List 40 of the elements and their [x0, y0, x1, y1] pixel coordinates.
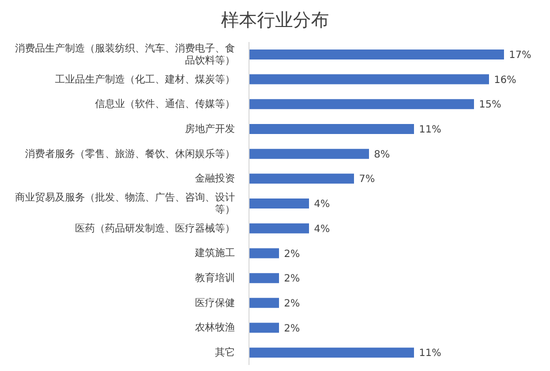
data-label: 15% [479, 100, 502, 111]
y-tick-label: 农林牧渔 [195, 321, 235, 334]
data-label: 8% [374, 149, 390, 160]
data-label: 11% [419, 124, 442, 136]
y-tick-label: 医疗保健 [195, 296, 235, 308]
data-label: 11% [419, 348, 442, 360]
data-label: 4% [314, 224, 330, 235]
bar [249, 49, 504, 60]
data-label: 7% [359, 174, 375, 186]
bar [249, 124, 414, 134]
y-tick-label: 消费者服务（零售、旅游、餐饮、休闲娱乐等） [25, 147, 235, 160]
bar [249, 298, 279, 308]
data-label: 2% [284, 248, 300, 260]
y-tick-label: 消费品生产制造（服装纺织、汽车、消费电子、食品饮料等） [15, 42, 235, 66]
bar [249, 198, 309, 209]
bar [249, 273, 279, 284]
data-label: 4% [314, 199, 330, 210]
data-label: 2% [284, 323, 300, 334]
y-tick-label: 医药（药品研发制造、医疗器械等） [75, 222, 235, 234]
bar [249, 99, 474, 110]
y-tick-label: 金融投资 [195, 172, 235, 184]
bar [249, 174, 354, 184]
y-tick-label: 商业贸易及服务（批发、物流、广告、咨询、设计等） [15, 191, 235, 215]
data-label: 2% [284, 274, 300, 285]
bar [249, 223, 309, 234]
data-label: 2% [284, 298, 300, 310]
y-tick-label: 房地产开发 [185, 122, 235, 134]
bar [249, 248, 279, 258]
data-label: 16% [494, 74, 516, 86]
y-tick-label: 信息业（软件、通信、传媒等） [95, 98, 235, 110]
bar [249, 74, 489, 84]
data-label: 17% [509, 50, 532, 62]
chart-title: 样本行业分布 [220, 9, 330, 33]
y-tick-label: 教育培训 [195, 272, 235, 284]
bar [249, 148, 369, 159]
y-tick-label: 工业品生产制造（化工、建材、煤炭等） [55, 72, 235, 85]
bar [249, 322, 279, 333]
bar [249, 348, 414, 358]
y-tick-label: 建筑施工 [194, 246, 235, 259]
y-tick-label: 其它 [215, 346, 235, 358]
